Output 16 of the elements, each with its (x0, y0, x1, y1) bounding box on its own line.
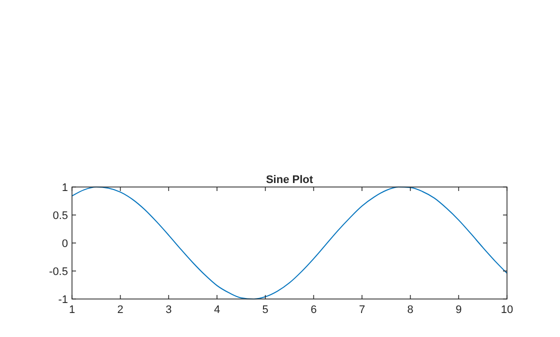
x-tick-label: 9 (456, 304, 462, 316)
x-tick-label: 3 (166, 304, 172, 316)
y-tick-label: 0 (62, 238, 68, 250)
x-tick-label: 8 (407, 304, 414, 316)
y-tick-label: -0.5 (49, 266, 68, 278)
x-tick-label: 4 (214, 304, 220, 316)
y-tick-label: -1 (58, 294, 68, 306)
x-tick-label: 10 (500, 304, 514, 316)
y-tick-label: 0.5 (52, 210, 68, 222)
x-tick-label: 5 (262, 304, 268, 316)
x-tick-label: 2 (117, 304, 124, 316)
chart-title: Sine Plot (266, 174, 314, 186)
x-tick-label: 6 (310, 304, 317, 316)
y-tick-label: 1 (62, 182, 68, 194)
x-tick-label: 7 (358, 304, 366, 316)
line-series (72, 186, 508, 300)
